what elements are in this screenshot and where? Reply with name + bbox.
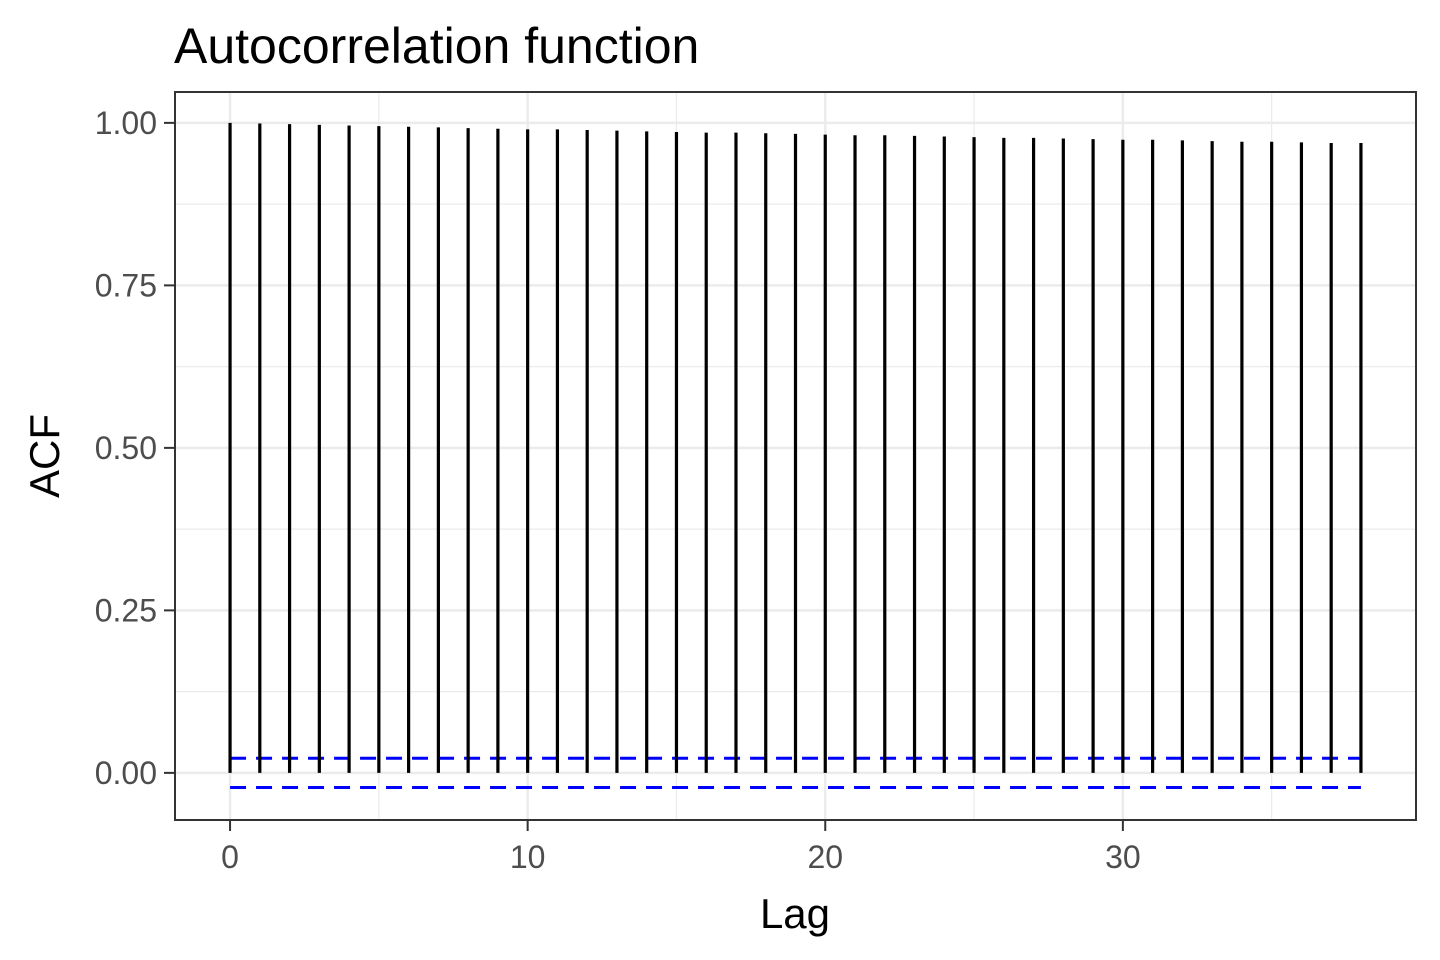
y-tick-label: 0.75 bbox=[95, 267, 157, 303]
y-axis-label: ACF bbox=[21, 414, 68, 498]
y-tick-label: 0.50 bbox=[95, 430, 157, 466]
plot-panel-border bbox=[174, 91, 1417, 821]
x-tick-label: 30 bbox=[1105, 839, 1141, 875]
x-tick-label: 20 bbox=[807, 839, 843, 875]
y-axis: 0.00 0.25 0.50 0.75 1.00 bbox=[95, 105, 175, 791]
y-tick-label: 1.00 bbox=[95, 105, 157, 141]
confidence-bounds bbox=[230, 756, 1361, 789]
x-axis-label: Lag bbox=[760, 890, 830, 937]
x-tick-label: 10 bbox=[510, 839, 546, 875]
y-tick-label: 0.25 bbox=[95, 592, 157, 628]
y-tick-label: 0.00 bbox=[95, 755, 157, 791]
chart-title: Autocorrelation function bbox=[174, 18, 699, 74]
acf-bars bbox=[228, 122, 1363, 773]
x-tick-label: 0 bbox=[221, 839, 239, 875]
x-axis: 0 10 20 30 bbox=[221, 820, 1141, 875]
